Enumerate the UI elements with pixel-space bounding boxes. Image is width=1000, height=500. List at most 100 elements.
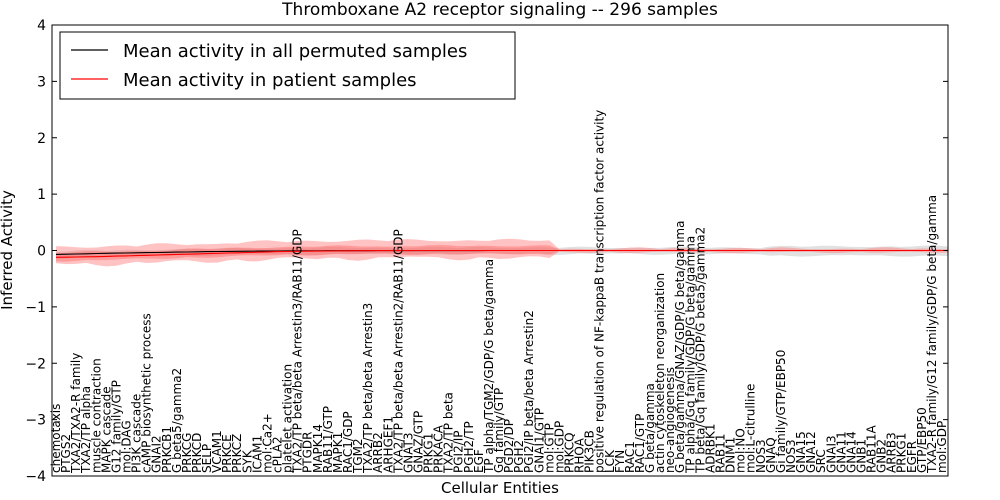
x-tick-label: G beta/gamma [643, 383, 657, 473]
x-tick-label: GNAI3 [824, 435, 838, 473]
y-axis-label: Inferred Activity [0, 190, 16, 310]
x-tick-label: EGF [472, 449, 486, 473]
x-tick-label: GNB1 [854, 439, 868, 473]
x-tick-label: PRKG1 [422, 433, 436, 473]
x-tick-label: PGI2/IP beta/beta Arrestin2 [522, 310, 536, 473]
x-tick-label: ARHGEF1 [381, 416, 395, 473]
x-tick-label: LCK [603, 449, 617, 473]
line-patient-mean [55, 249, 948, 258]
x-tick-label: RAC1/GTP [633, 414, 647, 473]
y-tick-label: 0 [37, 244, 46, 260]
x-tick-label: PIK3CB [583, 430, 597, 473]
y-axis: −4 −3 −2 −1 0 1 2 3 4 [25, 18, 948, 485]
x-tick-label: mol:DAG [119, 420, 133, 473]
y-tick-label: 3 [37, 74, 46, 90]
x-tick-label: TXA2/TP beta/beta Arrestin2/RAB11/GDP [391, 229, 405, 474]
x-tick-label: TXA2/TP beta/beta Arrestin3 [361, 303, 375, 474]
x-tick-label: PRKCG [180, 433, 194, 473]
x-tick-label: ARRB2 [371, 432, 385, 473]
x-tick-label: PTGS2 [59, 434, 73, 473]
y-tick-label: −2 [25, 356, 46, 372]
x-tick-label: TXA2/TP alpha [79, 386, 93, 474]
x-tick-label: RAB11 [714, 433, 728, 473]
x-tick-label: Gq family/GTP [492, 388, 506, 473]
x-tick-label: PGI2/IP [452, 430, 466, 473]
legend-label-patient: Mean activity in patient samples [123, 70, 417, 91]
y-tick-label: −4 [25, 469, 46, 485]
x-tick-label: TP beta/Gq family/GDP/G beta5/gamma2 [693, 227, 707, 474]
x-tick-label: G12 family/GTP [109, 380, 123, 473]
x-tick-label: G beta5/gamma2 [170, 368, 184, 473]
y-tick-label: −1 [25, 300, 46, 316]
band-patient-outer [56, 238, 948, 267]
legend-box [59, 31, 516, 100]
band-patient-inner [56, 244, 948, 262]
x-tick-label: MAPK14 [311, 424, 325, 473]
x-tick-label: GNA15 [794, 431, 808, 473]
x-tick-label: GNAZ/GTP [411, 411, 425, 473]
x-tick-label: TP alpha/TGM2/GDP/G beta/gamma [482, 259, 496, 474]
x-tick-label: ICAM1 [250, 435, 264, 473]
x-tick-label: PRKCD [190, 433, 204, 473]
x-tick-label: PI3K cascade [130, 394, 144, 473]
chart-title: Thromboxane A2 receptor signaling -- 296… [281, 0, 718, 20]
confidence-bands [56, 238, 948, 267]
x-tick-label: RAC1/GDP [341, 411, 355, 473]
x-tick-label: TXA2/TP beta [442, 392, 456, 474]
x-tick-label: positive regulation of NF-kappaB transcr… [593, 110, 607, 473]
x-tick-label: PRKG1 [895, 433, 909, 473]
x-tick-label: PRKCZ [230, 434, 244, 473]
y-tick-label: 4 [37, 18, 46, 34]
x-tick-label: SYK [240, 449, 254, 473]
x-tick-label: PRKCE [220, 434, 234, 473]
x-tick-label: G beta/gamma/GNAZ/GDP/G beta/gamma [673, 221, 687, 473]
x-tick-label: TXA2/TP beta/beta Arrestin3/RAB11/GDP [291, 229, 305, 474]
x-tick-label: mol:NO [734, 428, 748, 473]
x-tick-label: RAC1 [623, 441, 637, 473]
x-tick-label: EGFR [905, 441, 919, 473]
x-tick-label: GNAI2 [150, 435, 164, 473]
x-tick-label: GNAT3 [401, 432, 415, 473]
x-tick-label: neo-angiogenesis [663, 367, 677, 473]
x-tick-label: GNA12 [804, 431, 818, 473]
x-tick-label: mol:Ca2+ [260, 413, 274, 473]
x-tick-label: DNM1 [724, 437, 738, 473]
x-tick-label: TGM2 [351, 438, 365, 474]
x-tick-label: MAPK1 [331, 432, 345, 473]
x-tick-label: MAPK cascade [99, 386, 113, 473]
x-tick-label: TP alpha/Gq family/GDP/G beta/gamma [683, 236, 697, 474]
x-tick-label: PRKCB1 [160, 426, 174, 473]
x-tick-label: PRKACA [432, 424, 446, 473]
x-tick-label: platelet activation [281, 364, 295, 473]
x-tick-label: TXA2-R family/G12 family/GDP/G beta/gamm… [925, 195, 939, 474]
x-tick-label: ADRBK1 [703, 423, 717, 473]
x-axis-label: Cellular Entities [441, 479, 559, 497]
x-tick-label: FYN [613, 450, 627, 473]
x-tick-label: RAB11/GTP [321, 406, 335, 473]
y-tick-label: −3 [25, 413, 46, 429]
x-tick-label: GNA14 [844, 431, 858, 473]
x-tick-label: NOS3 [784, 439, 798, 473]
x-tick-label: mol:L-citrulline [744, 384, 758, 473]
x-tick-label: GTP/EBP50 [915, 407, 929, 473]
x-tick-label: mol:GTP [542, 423, 556, 473]
x-tick-label: GNA11 [834, 431, 848, 473]
x-tick-label: cPLA2 [271, 436, 285, 473]
x-tick-label: TXA2/TXA2-R family [69, 353, 83, 474]
band-permuted [56, 245, 948, 259]
y-tick-label: 2 [37, 131, 46, 147]
x-tick-label: actin cytoskeleton reorganization [653, 273, 667, 473]
x-tick-label: PGD2/DP [502, 419, 516, 473]
x-tick-label: RAB11A [865, 424, 879, 473]
x-tick-label: ARRB3 [885, 432, 899, 473]
x-tick-label: mol:GDP [935, 421, 949, 473]
legend: Mean activity in all permuted samples Me… [59, 31, 516, 100]
series-lines [55, 249, 948, 258]
x-tick-label: VCAM1 [210, 430, 224, 473]
x-tick-label: Gi family/GTP/EBP50 [774, 350, 788, 473]
y-tick-label: 1 [37, 187, 46, 203]
x-tick-label: GNAI1/GTP [532, 408, 546, 473]
x-tick-label: NOS3 [754, 439, 768, 473]
